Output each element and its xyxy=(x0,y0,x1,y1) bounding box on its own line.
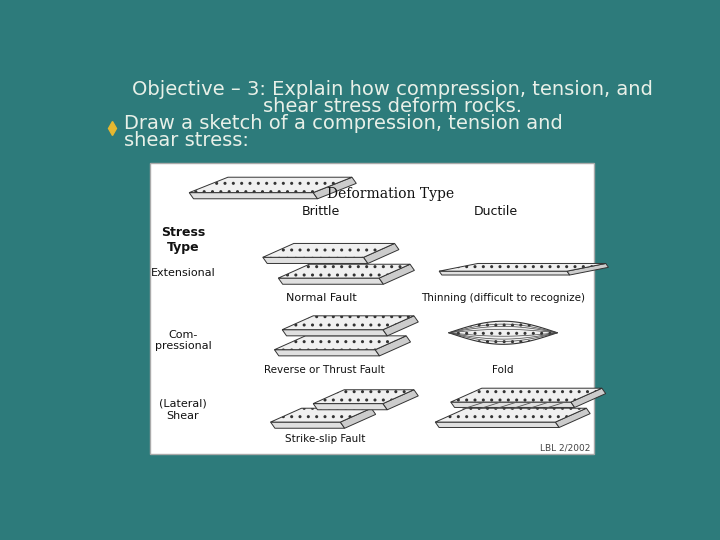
Polygon shape xyxy=(383,390,418,410)
Text: Deformation Type: Deformation Type xyxy=(327,187,454,201)
Polygon shape xyxy=(189,177,352,193)
Polygon shape xyxy=(263,257,368,264)
Text: shear stress:: shear stress: xyxy=(124,131,249,150)
Text: Brittle: Brittle xyxy=(302,205,340,218)
Text: Draw a sketch of a compression, tension and: Draw a sketch of a compression, tension … xyxy=(124,114,563,133)
Polygon shape xyxy=(313,177,356,199)
Text: (Lateral)
Shear: (Lateral) Shear xyxy=(159,399,207,421)
Text: Extensional: Extensional xyxy=(150,268,215,279)
Text: Reverse or Thrust Fault: Reverse or Thrust Fault xyxy=(264,364,385,375)
Text: Objective – 3: Explain how compression, tension, and: Objective – 3: Explain how compression, … xyxy=(132,80,653,99)
Polygon shape xyxy=(555,408,590,428)
Polygon shape xyxy=(274,336,406,350)
Polygon shape xyxy=(282,330,387,336)
Polygon shape xyxy=(383,316,418,336)
Polygon shape xyxy=(451,388,602,402)
Polygon shape xyxy=(313,390,414,403)
Polygon shape xyxy=(274,350,379,356)
Text: Strike-slip Fault: Strike-slip Fault xyxy=(284,434,365,444)
Polygon shape xyxy=(189,193,318,199)
Polygon shape xyxy=(439,271,570,275)
Polygon shape xyxy=(379,264,415,284)
Polygon shape xyxy=(451,402,575,408)
Polygon shape xyxy=(271,422,345,428)
Polygon shape xyxy=(449,321,557,345)
Text: Ductile: Ductile xyxy=(473,205,518,218)
Polygon shape xyxy=(279,264,410,278)
Polygon shape xyxy=(439,264,606,271)
Polygon shape xyxy=(271,408,372,422)
FancyBboxPatch shape xyxy=(150,164,594,455)
Text: LBL 2/2002: LBL 2/2002 xyxy=(539,444,590,453)
Text: Com-
pressional: Com- pressional xyxy=(155,329,212,351)
Polygon shape xyxy=(567,264,608,275)
Polygon shape xyxy=(571,388,606,408)
Text: Stress
Type: Stress Type xyxy=(161,226,205,254)
Text: Thinning (difficult to recognize): Thinning (difficult to recognize) xyxy=(421,293,585,303)
Polygon shape xyxy=(436,408,586,422)
Text: Fold: Fold xyxy=(492,364,514,375)
Polygon shape xyxy=(436,422,559,428)
Polygon shape xyxy=(341,408,376,428)
Polygon shape xyxy=(364,244,399,264)
Polygon shape xyxy=(263,244,395,257)
Polygon shape xyxy=(313,403,387,410)
Text: shear stress deform rocks.: shear stress deform rocks. xyxy=(263,97,522,116)
Polygon shape xyxy=(375,336,410,356)
Text: Normal Fault: Normal Fault xyxy=(286,293,356,303)
Polygon shape xyxy=(282,316,414,330)
Polygon shape xyxy=(279,278,384,284)
